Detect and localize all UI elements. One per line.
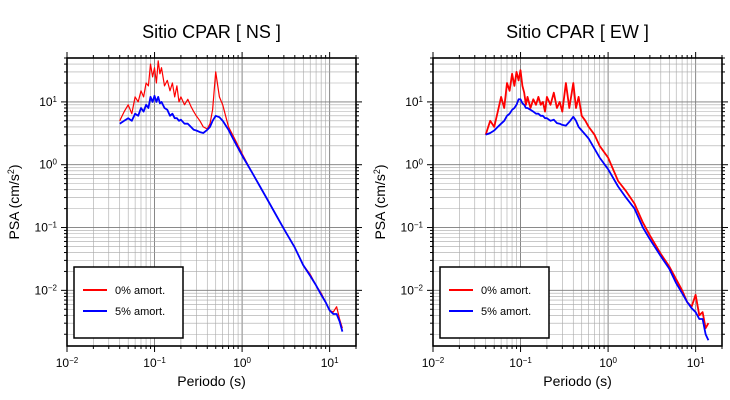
- series-line-undamped: [484, 69, 710, 330]
- chart-panel-2: 10−2 10−1 100 101 10−2 10−1 100 101 Sitio CPAR […: [372, 22, 728, 389]
- series-group: [484, 69, 710, 341]
- chart-title: Sitio CPAR [ EW ]: [506, 22, 649, 42]
- y-axis-label: PSA (cm/s2): [6, 164, 22, 239]
- x-tick-label: 10−1: [143, 356, 166, 371]
- series-line-damped: [119, 94, 344, 332]
- legend: 0% amort. 5% amort.: [73, 266, 184, 339]
- plot-frame: [66, 57, 357, 347]
- y-tick-label: 101: [39, 94, 57, 109]
- y-tick-label: 100: [39, 157, 57, 172]
- axis-ticks: [427, 52, 728, 352]
- x-tick-label: 100: [599, 356, 617, 371]
- legend-box: [439, 266, 550, 339]
- legend: 0% amort. 5% amort.: [439, 266, 550, 339]
- x-tick-label: 10−1: [509, 356, 532, 371]
- x-tick-label: 10−2: [56, 356, 79, 371]
- plot-frame: [432, 57, 723, 347]
- series-group: [119, 60, 344, 332]
- y-tick-label: 10−2: [401, 283, 424, 298]
- y-tick-label: 101: [405, 94, 423, 109]
- y-axis-label: PSA (cm/s2): [372, 164, 388, 239]
- x-tick-label: 10−2: [422, 356, 445, 371]
- x-axis-label: Periodo (s): [543, 373, 611, 389]
- x-tick-label: 101: [687, 356, 705, 371]
- legend-box: [73, 266, 184, 339]
- legend-label: 0% amort.: [115, 285, 165, 297]
- chart-panel-1: 10−2 10−1 100 101 10−2 10−1 100 101 Sitio CPAR […: [6, 22, 362, 389]
- x-axis-label: Periodo (s): [177, 373, 245, 389]
- x-tick-label: 100: [233, 356, 251, 371]
- legend-label: 5% amort.: [481, 306, 531, 318]
- y-tick-label: 10−2: [35, 283, 58, 298]
- axis-ticks: [61, 52, 362, 352]
- x-tick-label: 101: [321, 356, 339, 371]
- legend-label: 0% amort.: [481, 285, 531, 297]
- legend-label: 5% amort.: [115, 306, 165, 318]
- y-tick-label: 100: [405, 157, 423, 172]
- y-tick-label: 10−1: [35, 220, 58, 235]
- chart-title: Sitio CPAR [ NS ]: [142, 22, 281, 42]
- y-tick-label: 10−1: [401, 220, 424, 235]
- series-line-damped: [485, 98, 710, 341]
